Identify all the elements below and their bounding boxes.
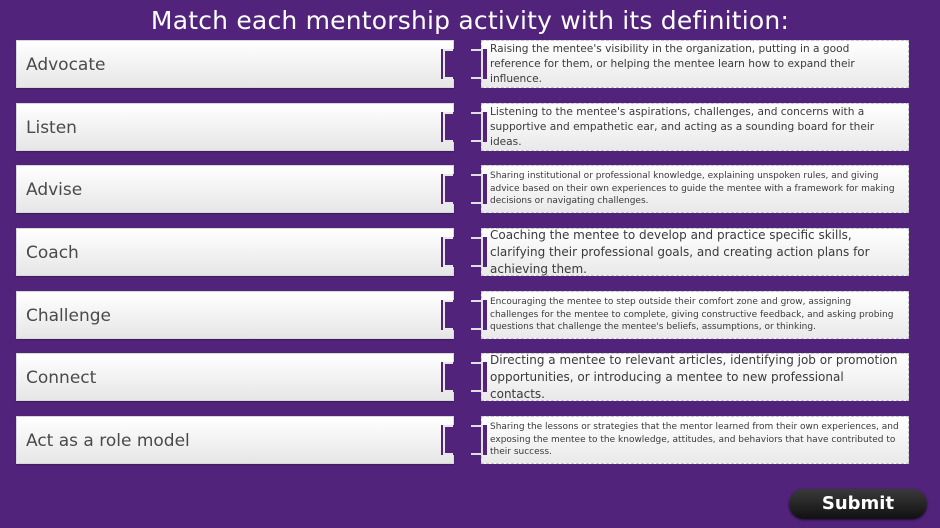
term-connector-tab bbox=[441, 237, 455, 267]
definition-card-connect[interactable]: Directing a mentee to relevant articles,… bbox=[481, 353, 909, 401]
definition-card-role-model[interactable]: Sharing the lessons or strategies that t… bbox=[481, 416, 909, 464]
page-title: Match each mentorship activity with its … bbox=[150, 6, 790, 35]
definition-text: Sharing institutional or professional kn… bbox=[490, 171, 895, 207]
submit-button[interactable]: Submit bbox=[789, 489, 927, 519]
definition-text: Listening to the mentee's aspirations, c… bbox=[490, 105, 875, 148]
term-connector-tab bbox=[441, 425, 455, 455]
definition-text: Raising the mentee's visibility in the o… bbox=[490, 42, 855, 85]
match-row-coach: Coach Coaching the mentee to develop and… bbox=[0, 228, 940, 278]
term-card-listen[interactable]: Listen bbox=[16, 103, 454, 151]
definition-drop-slot[interactable] bbox=[471, 362, 487, 392]
term-label: Challenge bbox=[26, 306, 111, 326]
term-label: Act as a role model bbox=[26, 431, 190, 451]
term-card-challenge[interactable]: Challenge bbox=[16, 291, 454, 339]
term-connector-tab bbox=[441, 49, 455, 79]
definition-text: Encouraging the mentee to step outside t… bbox=[490, 297, 894, 333]
definition-drop-slot[interactable] bbox=[471, 425, 487, 455]
term-card-connect[interactable]: Connect bbox=[16, 353, 454, 401]
definition-drop-slot[interactable] bbox=[471, 237, 487, 267]
match-row-advise: Advise Sharing institutional or professi… bbox=[0, 165, 940, 215]
definition-text: Directing a mentee to relevant articles,… bbox=[490, 352, 898, 401]
term-connector-tab bbox=[441, 112, 455, 142]
definition-drop-slot[interactable] bbox=[471, 112, 487, 142]
term-card-advise[interactable]: Advise bbox=[16, 165, 454, 213]
definition-drop-slot[interactable] bbox=[471, 300, 487, 330]
definition-drop-slot[interactable] bbox=[471, 49, 487, 79]
definition-card-advocate[interactable]: Raising the mentee's visibility in the o… bbox=[481, 40, 909, 88]
definition-text: Coaching the mentee to develop and pract… bbox=[490, 227, 870, 276]
term-connector-tab bbox=[441, 362, 455, 392]
match-row-advocate: Advocate Raising the mentee's visibility… bbox=[0, 40, 940, 90]
term-card-advocate[interactable]: Advocate bbox=[16, 40, 454, 88]
match-row-listen: Listen Listening to the mentee's aspirat… bbox=[0, 103, 940, 153]
term-label: Advocate bbox=[26, 55, 106, 75]
definition-card-challenge[interactable]: Encouraging the mentee to step outside t… bbox=[481, 291, 909, 339]
definition-card-coach[interactable]: Coaching the mentee to develop and pract… bbox=[481, 228, 909, 276]
definition-card-listen[interactable]: Listening to the mentee's aspirations, c… bbox=[481, 103, 909, 151]
term-label: Advise bbox=[26, 180, 83, 200]
term-connector-tab bbox=[441, 300, 455, 330]
term-label: Connect bbox=[26, 368, 97, 388]
term-card-role-model[interactable]: Act as a role model bbox=[16, 416, 454, 464]
term-connector-tab bbox=[441, 174, 455, 204]
definition-card-advise[interactable]: Sharing institutional or professional kn… bbox=[481, 165, 909, 213]
term-label: Listen bbox=[26, 118, 77, 138]
match-row-connect: Connect Directing a mentee to relevant a… bbox=[0, 353, 940, 403]
match-row-role-model: Act as a role model Sharing the lessons … bbox=[0, 416, 940, 466]
term-card-coach[interactable]: Coach bbox=[16, 228, 454, 276]
definition-drop-slot[interactable] bbox=[471, 174, 487, 204]
definition-text: Sharing the lessons or strategies that t… bbox=[490, 422, 899, 458]
term-label: Coach bbox=[26, 243, 79, 263]
match-row-challenge: Challenge Encouraging the mentee to step… bbox=[0, 291, 940, 341]
